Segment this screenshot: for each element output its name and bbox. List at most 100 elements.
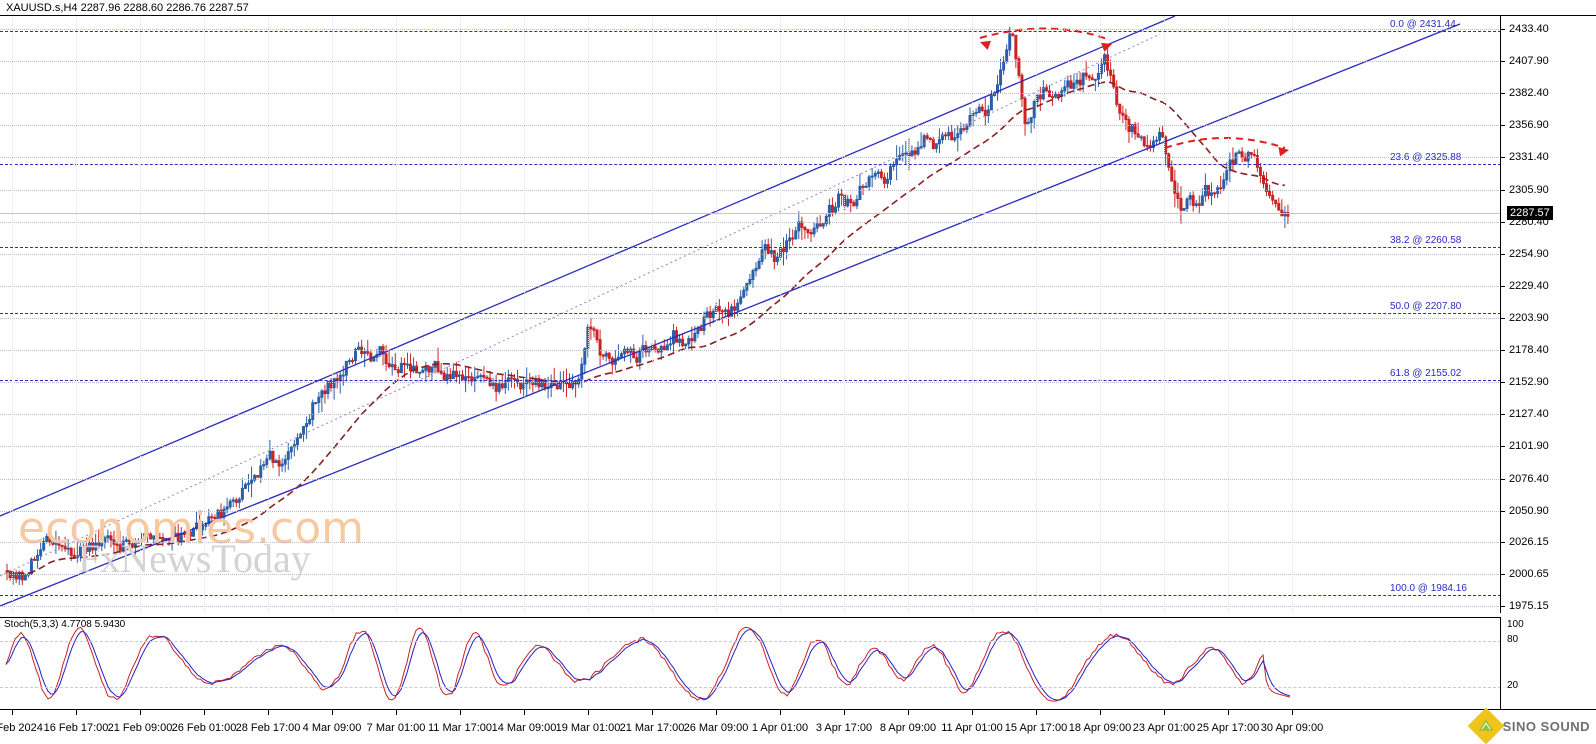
price-axis-tick: 2026.15 [1501,536,1596,548]
price-gridline [0,93,1500,95]
current-price-tag: 2287.57 [1507,205,1553,220]
axis-tick-mark [1501,93,1505,95]
axis-tick-mark [1501,478,1505,480]
time-tick-label: 30 Apr 09:00 [1260,722,1324,734]
price-gridline [0,189,1500,191]
price-axis-tick: 1975.15 [1501,600,1596,612]
axis-tick-mark [1501,253,1505,255]
time-tick-mark [652,710,653,715]
time-tick-label: 16 Feb 17:00 [43,722,109,734]
time-gridline [140,16,141,613]
axis-tick-label: 2050.90 [1509,504,1549,517]
time-gridline [716,16,717,613]
time-tick-label: 11 Mar 17:00 [427,722,493,734]
time-tick-label: 19 Mar 01:00 [555,722,621,734]
time-gridline [204,16,205,613]
price-gridline [0,125,1500,127]
fibonacci-level-line[interactable] [0,594,1500,596]
stochastic-axis-label: 20 [1507,679,1519,691]
time-tick-label: 3 Apr 17:00 [815,722,873,734]
time-tick-mark [588,710,589,715]
stochastic-pane[interactable]: Stoch(5,3,3) 4.7708 5.9430 [0,617,1501,709]
price-gridline [0,350,1500,352]
time-gridline [1100,16,1101,613]
fibonacci-level-label: 23.6 @ 2325.88 [1390,152,1462,164]
time-tick-mark [1100,710,1101,715]
axis-tick-mark [1501,350,1505,352]
price-axis[interactable]: 2433.40 2407.90 2382.40 2356.90 2331.40 2305.… [1501,16,1596,613]
fibonacci-level-line[interactable] [0,31,1500,33]
time-tick-mark [1164,710,1165,715]
time-gridline [908,16,909,613]
fibonacci-level-line[interactable] [0,379,1500,381]
price-gridline [0,61,1500,63]
time-gridline [972,16,973,613]
time-tick-label: 26 Mar 09:00 [683,722,749,734]
time-gridline [1164,16,1165,613]
time-tick-mark [12,710,13,715]
time-tick-label: 11 Apr 01:00 [941,722,1003,734]
axis-tick-mark [1501,510,1505,512]
chart-header: XAUUSD.s,H4 2287.96 2288.60 2286.76 2287… [0,0,1596,16]
fibonacci-level-label: 0.0 @ 2431.44 [1390,19,1456,31]
axis-tick-label: 2026.15 [1509,535,1549,548]
axis-tick-mark [1501,285,1505,287]
time-tick-label: 25 Apr 17:00 [1196,722,1260,734]
stochastic-label: Stoch(5,3,3) 4.7708 5.9430 [4,619,126,630]
price-gridline [0,253,1500,255]
axis-tick-label: 2331.40 [1509,151,1549,164]
axis-tick-label: 2229.40 [1509,279,1549,292]
time-gridline [588,16,589,613]
price-series-canvas [0,16,1461,607]
price-gridline [0,446,1500,448]
time-gridline [396,16,397,613]
time-tick-mark [140,710,141,715]
price-axis-tick: 2407.90 [1501,55,1596,67]
price-gridline [0,382,1500,384]
time-gridline [652,16,653,613]
axis-tick-mark [1501,446,1505,448]
price-gridline [0,510,1500,512]
sino-sound-logo: SINO SOUND [1467,707,1590,744]
price-gridline [0,29,1500,30]
time-tick-mark [204,710,205,715]
fibonacci-level-line[interactable] [0,313,1500,315]
time-gridline [844,16,845,613]
fibonacci-level-label: 100.0 @ 1984.16 [1390,582,1467,594]
price-gridline [0,221,1500,223]
time-tick-label: 14 Feb 2024 [0,722,43,734]
axis-tick-label: 2433.40 [1509,23,1549,35]
time-tick-mark [524,710,525,715]
axis-tick-label: 2152.90 [1509,376,1549,389]
watermark-fxnewstoday: FxNewsToday [78,536,311,581]
time-gridline [1292,16,1293,613]
price-chart-pane[interactable]: economies.com FxNewsToday 0.0 @ 2431.44 2… [0,16,1501,613]
time-gridline [780,16,781,613]
logo-diamond-icon [1467,707,1505,744]
axis-tick-label: 2382.40 [1509,87,1549,100]
price-gridline [0,157,1500,159]
axis-tick-label: 2203.90 [1509,311,1549,324]
axis-tick-mark [1501,541,1505,543]
time-tick-mark [332,710,333,715]
fibonacci-level-label: 38.2 @ 2260.58 [1390,234,1462,246]
time-tick-label: 7 Mar 01:00 [366,722,426,734]
time-tick-mark [1292,710,1293,715]
price-gridline [0,606,1500,607]
price-axis-tick: 2000.65 [1501,568,1596,580]
price-axis-tick: 2178.40 [1501,344,1596,356]
axis-tick-mark [1501,221,1505,223]
time-gridline [12,16,13,613]
time-tick-label: 4 Mar 09:00 [302,722,362,734]
fibonacci-level-line[interactable] [0,246,1500,248]
price-axis-tick: 2229.40 [1501,280,1596,292]
time-tick-mark [844,710,845,715]
axis-tick-label: 2407.90 [1509,55,1549,68]
axis-tick-mark [1501,414,1505,416]
price-gridline [0,478,1500,480]
axis-tick-mark [1501,606,1505,607]
time-gridline [268,16,269,613]
fibonacci-level-line[interactable] [0,164,1500,166]
